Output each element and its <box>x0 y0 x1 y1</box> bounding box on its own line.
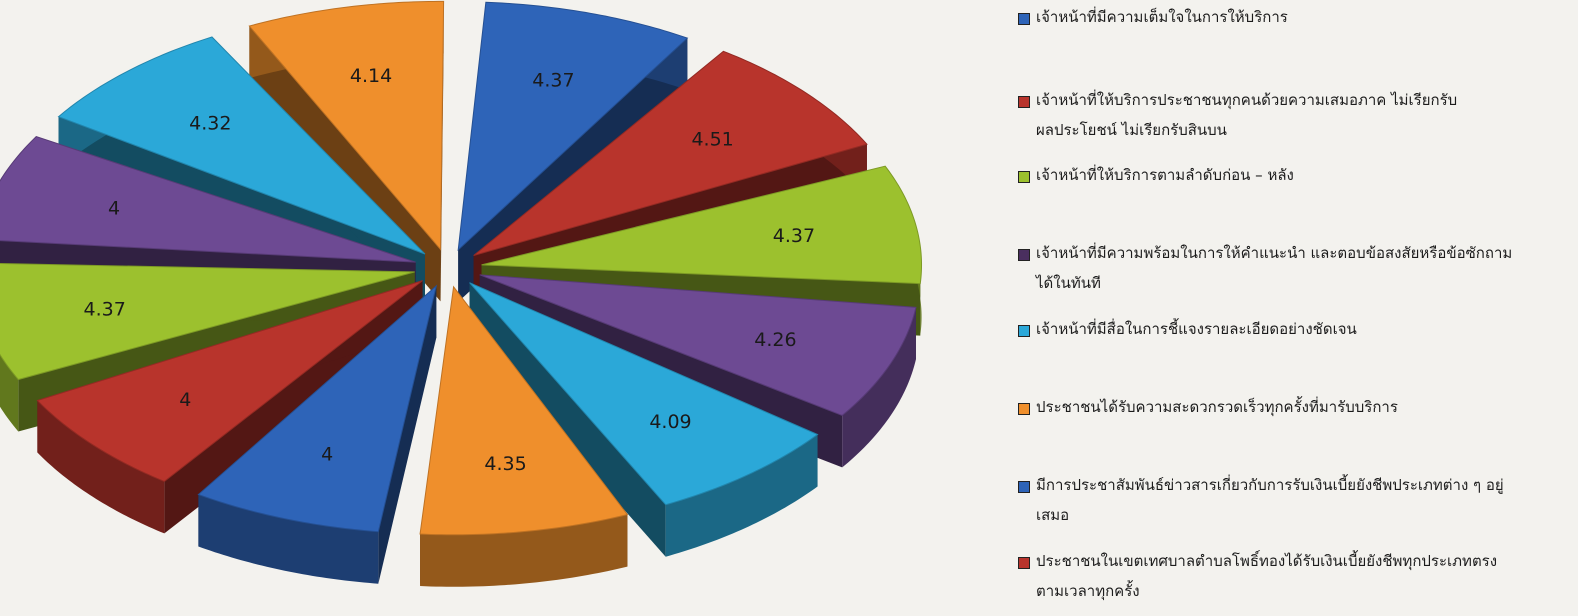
pie-slice-rim <box>0 354 19 432</box>
data-label: 4.09 <box>649 411 691 433</box>
data-label: 4.26 <box>754 329 796 351</box>
legend-item: เจ้าหน้าที่ให้บริการประชาชนทุกคนด้วยความ… <box>1018 85 1568 145</box>
pie-slice-rim <box>198 494 379 584</box>
pie-slice-top <box>479 274 917 417</box>
legend-label: ประชาชนได้รับความสะดวกรวดเร็วทุกครั้งที่… <box>1036 398 1398 416</box>
data-label: 4.37 <box>83 298 125 320</box>
legend-item: มีการประชาสัมพันธ์ข่าวสารเกี่ยวกับการรับ… <box>1018 470 1568 530</box>
legend-item: เจ้าหน้าที่มีความเต็มใจในการให้บริการ <box>1018 2 1568 32</box>
pie-slice-rim <box>842 307 916 468</box>
pie-chart-svg: 4.14 4.37 4.32 4.51 4 4.37 4.37 4.26 4 4.09 4 4.35 <box>0 0 923 587</box>
pie-slice: 4.35 <box>419 285 629 587</box>
pie-slice-top <box>197 284 438 533</box>
pie-slice-top <box>57 36 426 255</box>
legend-label: เจ้าหน้าที่มีความพร้อมในการให้คำแนะนำ แล… <box>1036 244 1513 262</box>
pie-slice-top <box>469 282 819 506</box>
pie-slice-rim <box>665 434 818 557</box>
legend-item: เจ้าหน้าที่ให้บริการตามลำดับก่อน – หลัง <box>1018 160 1568 190</box>
pie-chart: 4.14 4.37 4.32 4.51 4 4.37 4.37 4.26 4 4.09 4 4.35 <box>0 0 923 587</box>
legend-label: เสมอ <box>1036 506 1070 524</box>
legend-label: มีการประชาสัมพันธ์ข่าวสารเกี่ยวกับการรับ… <box>1036 476 1504 494</box>
legend-label: เจ้าหน้าที่ให้บริการประชาชนทุกคนด้วยความ… <box>1036 91 1458 109</box>
legend-swatch <box>1018 557 1030 569</box>
legend-label: เจ้าหน้าที่มีสื่อในการชี้แจงรายละเอียดอย… <box>1036 320 1357 338</box>
pie-slice: 4.09 <box>469 282 819 557</box>
legend-swatch <box>1018 403 1030 415</box>
legend-swatch <box>1018 249 1030 261</box>
data-label: 4.32 <box>189 113 231 135</box>
data-label: 4 <box>321 444 333 466</box>
pie-slice-top <box>473 50 868 256</box>
data-label: 4.51 <box>691 128 733 150</box>
legend-label: เจ้าหน้าที่ให้บริการตามลำดับก่อน – หลัง <box>1036 166 1294 184</box>
data-label: 4.14 <box>350 65 392 87</box>
pie-slice-rim <box>420 514 628 587</box>
legend-label: ประชาชนในเขตเทศบาลตำบลโพธิ์ทองได้รับเงิน… <box>1036 552 1498 570</box>
legend-swatch <box>1018 325 1030 337</box>
legend-item: เจ้าหน้าที่มีสื่อในการชี้แจงรายละเอียดอย… <box>1018 314 1568 344</box>
pie-slice-rim <box>37 400 165 534</box>
legend-item: ประชาชนได้รับความสะดวกรวดเร็วทุกครั้งที่… <box>1018 392 1568 422</box>
pie-slice-top <box>419 285 629 536</box>
pie-slice-top <box>0 136 416 263</box>
pie-slice: 4 <box>197 284 438 584</box>
data-label: 4 <box>108 197 120 219</box>
pie-slice-top <box>0 262 415 381</box>
legend-swatch <box>1018 481 1030 493</box>
legend-label: ตามเวลาทุกครั้ง <box>1036 582 1140 600</box>
legend-swatch <box>1018 96 1030 108</box>
legend-swatch <box>1018 171 1030 183</box>
data-label: 4 <box>179 389 191 411</box>
legend-label: ได้ในทันที <box>1036 274 1101 292</box>
legend-swatch <box>1018 13 1030 25</box>
pie-slice-wall <box>378 285 437 584</box>
legend-label: ผลประโยชน์ ไม่เรียกรับสินบน <box>1036 121 1227 139</box>
legend-label: เจ้าหน้าที่มีความเต็มใจในการให้บริการ <box>1036 8 1288 26</box>
legend-item: ประชาชนในเขตเทศบาลตำบลโพธิ์ทองได้รับเงิน… <box>1018 546 1568 606</box>
pie-slice-top <box>481 165 923 285</box>
pie-slice-wall <box>469 282 666 557</box>
chart-legend: เจ้าหน้าที่มีความเต็มใจในการให้บริการเจ้… <box>1018 0 1578 616</box>
pie-slice-top <box>248 0 445 251</box>
legend-item: เจ้าหน้าที่มีความพร้อมในการให้คำแนะนำ แล… <box>1018 238 1568 298</box>
data-label: 4.37 <box>773 225 815 247</box>
pie-slice-top <box>457 1 689 252</box>
data-label: 4.35 <box>484 453 526 475</box>
data-label: 4.37 <box>532 70 574 92</box>
pie-slice-top <box>36 280 423 483</box>
